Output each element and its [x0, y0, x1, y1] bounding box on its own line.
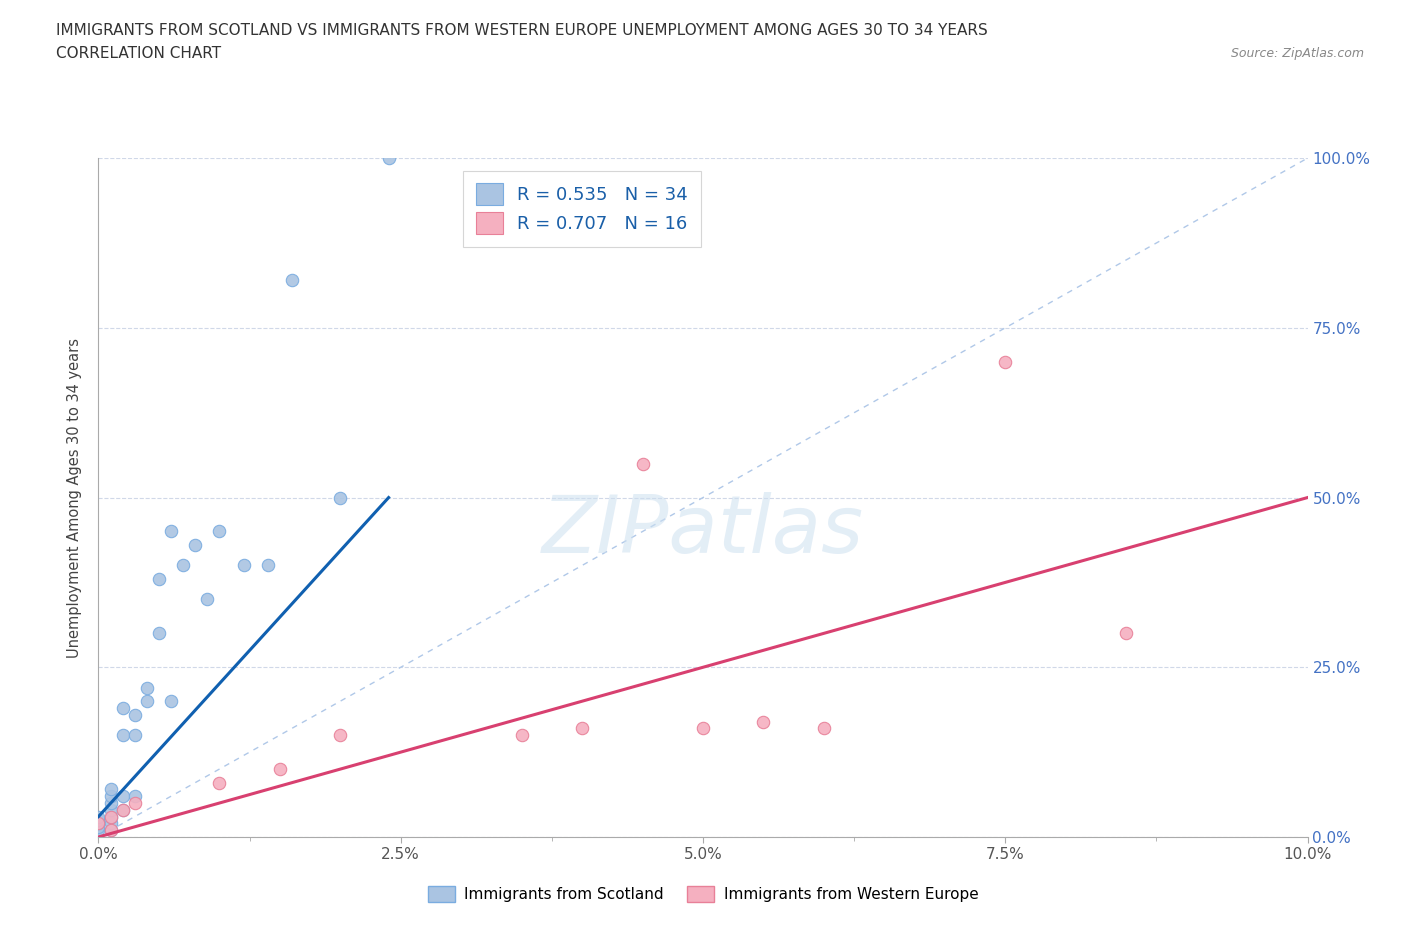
Point [160, 525, 183, 539]
Point [87, 819, 110, 834]
Y-axis label: Unemployment Among Ages 30 to 34 years: Unemployment Among Ages 30 to 34 years [67, 338, 83, 658]
Point [100, 816, 122, 830]
Point [269, 762, 291, 777]
Point [631, 457, 654, 472]
Point [195, 592, 218, 607]
Point [208, 525, 231, 539]
Point [752, 714, 775, 729]
Text: IMMIGRANTS FROM SCOTLAND VS IMMIGRANTS FROM WESTERN EUROPE UNEMPLOYMENT AMONG AG: IMMIGRANTS FROM SCOTLAND VS IMMIGRANTS F… [56, 23, 988, 38]
Point [111, 803, 134, 817]
Point [100, 823, 122, 838]
Point [111, 727, 134, 742]
Point [100, 789, 122, 804]
Point [510, 727, 533, 742]
Point [100, 809, 122, 824]
Point [172, 558, 194, 573]
Text: CORRELATION CHART: CORRELATION CHART [56, 46, 221, 61]
Point [100, 782, 122, 797]
Point [184, 538, 207, 552]
Point [111, 700, 134, 715]
Point [232, 558, 254, 573]
Text: ZIPatlas: ZIPatlas [541, 493, 865, 570]
Point [111, 803, 134, 817]
Point [87, 816, 110, 830]
Point [100, 796, 122, 811]
Point [100, 809, 122, 824]
Point [87, 823, 110, 838]
Point [994, 354, 1017, 369]
Point [281, 272, 304, 287]
Point [1115, 626, 1137, 641]
Point [148, 572, 170, 587]
Point [124, 789, 146, 804]
Text: Source: ZipAtlas.com: Source: ZipAtlas.com [1230, 46, 1364, 60]
Point [124, 796, 146, 811]
Point [160, 694, 183, 709]
Point [329, 490, 352, 505]
Point [377, 151, 399, 166]
Point [329, 727, 352, 742]
Point [111, 789, 134, 804]
Point [692, 721, 714, 736]
Point [100, 823, 122, 838]
Legend: Immigrants from Scotland, Immigrants from Western Europe: Immigrants from Scotland, Immigrants fro… [422, 880, 984, 909]
Point [87, 809, 110, 824]
Point [87, 816, 110, 830]
Point [135, 694, 157, 709]
Point [571, 721, 593, 736]
Point [813, 721, 835, 736]
Point [124, 727, 146, 742]
Point [124, 708, 146, 723]
Legend: R = 0.535   N = 34, R = 0.707   N = 16: R = 0.535 N = 34, R = 0.707 N = 16 [464, 170, 700, 247]
Point [87, 813, 110, 828]
Point [256, 558, 278, 573]
Point [100, 803, 122, 817]
Point [148, 626, 170, 641]
Point [135, 680, 157, 695]
Point [208, 776, 231, 790]
